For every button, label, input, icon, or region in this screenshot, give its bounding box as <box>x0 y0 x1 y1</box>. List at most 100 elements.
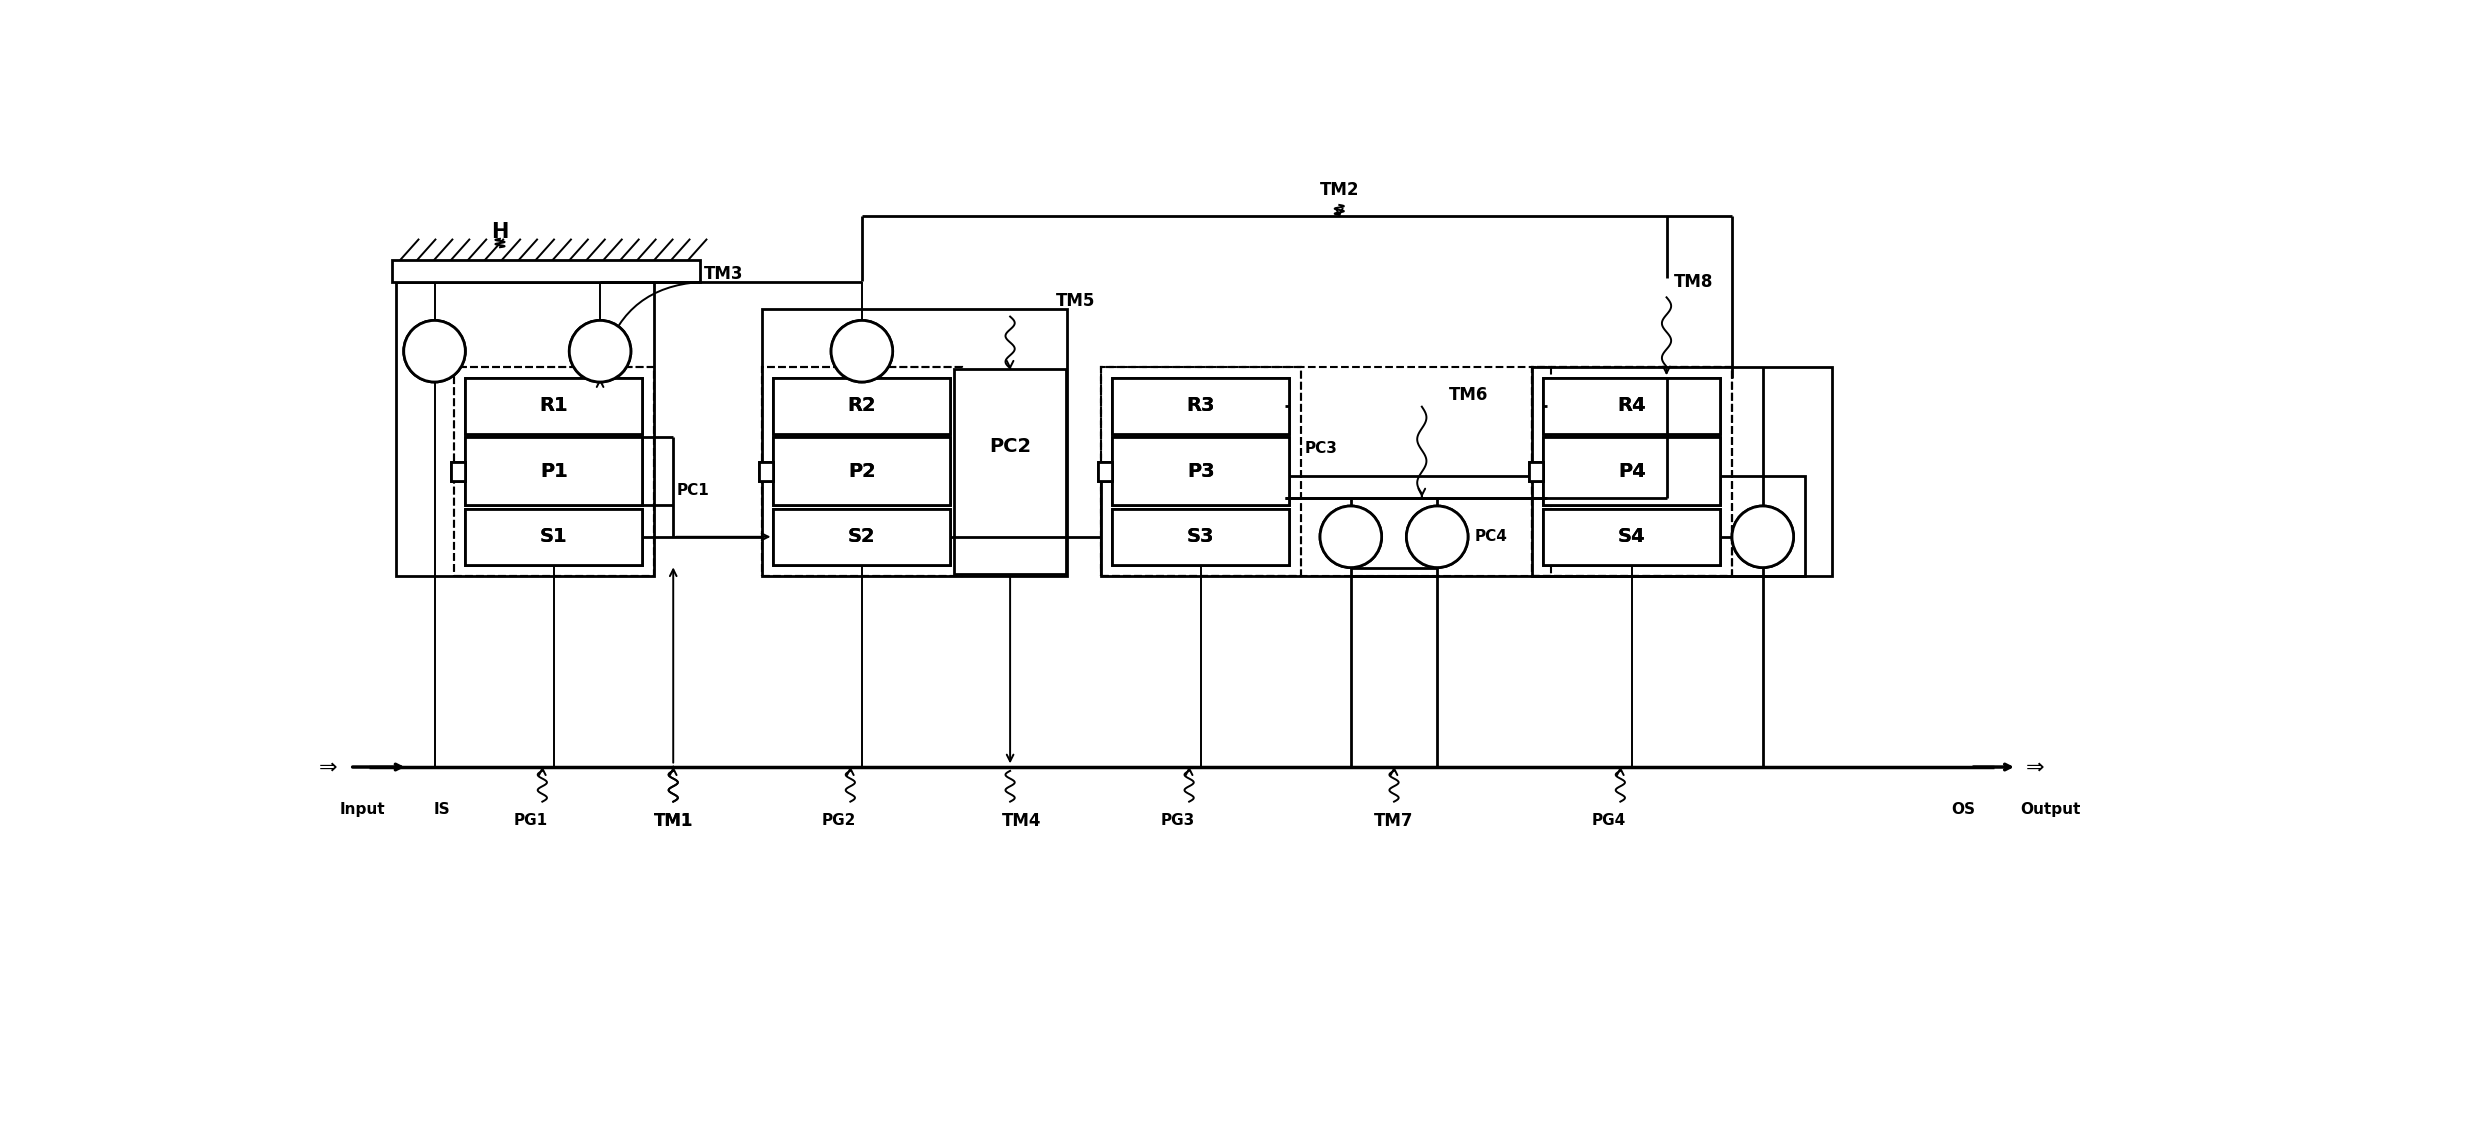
Text: P3: P3 <box>1187 462 1214 481</box>
Text: TM4: TM4 <box>1001 812 1041 830</box>
Bar <box>1112 378 1290 433</box>
Text: S3: S3 <box>1187 527 1214 546</box>
Text: $\Rightarrow$: $\Rightarrow$ <box>2020 757 2044 777</box>
Text: OS: OS <box>1950 802 1975 817</box>
Text: R4: R4 <box>1617 397 1646 415</box>
Text: C4: C4 <box>1426 528 1449 546</box>
Bar <box>1533 367 1832 576</box>
Text: PG1: PG1 <box>514 814 549 829</box>
Text: S1: S1 <box>539 527 569 546</box>
Text: C3: C3 <box>1340 528 1362 546</box>
Text: $\Rightarrow$: $\Rightarrow$ <box>314 757 339 777</box>
Bar <box>1530 462 1543 481</box>
Bar <box>774 509 949 565</box>
Text: C3: C3 <box>1340 528 1362 546</box>
Bar <box>465 438 643 505</box>
Text: S1: S1 <box>539 527 569 546</box>
Text: PG3: PG3 <box>1159 814 1194 829</box>
Bar <box>761 367 962 576</box>
Text: B2: B2 <box>588 342 613 360</box>
Bar <box>452 462 465 481</box>
Text: Output: Output <box>2020 802 2081 817</box>
Text: R3: R3 <box>1187 397 1214 415</box>
Bar <box>761 367 962 576</box>
Text: S2: S2 <box>848 527 875 546</box>
Text: PG4: PG4 <box>1592 814 1627 829</box>
Bar <box>1100 367 1300 576</box>
Text: PC1: PC1 <box>677 483 709 498</box>
Text: S2: S2 <box>848 527 875 546</box>
Circle shape <box>1320 506 1382 568</box>
Text: TM8: TM8 <box>1674 273 1713 291</box>
Text: PC3: PC3 <box>1305 441 1337 456</box>
Bar <box>465 509 643 565</box>
Text: P1: P1 <box>539 462 569 481</box>
Bar <box>759 462 774 481</box>
Text: TM3: TM3 <box>705 265 744 283</box>
Text: IS: IS <box>435 802 450 817</box>
Text: PC2: PC2 <box>989 438 1031 456</box>
Bar <box>1533 367 1733 576</box>
Bar <box>455 367 655 576</box>
Text: R1: R1 <box>539 397 569 415</box>
Text: PG2: PG2 <box>821 814 855 829</box>
Circle shape <box>831 320 892 382</box>
Bar <box>1543 509 1721 565</box>
Text: P3: P3 <box>1187 462 1214 481</box>
Bar <box>1112 438 1290 505</box>
Bar <box>1543 378 1721 433</box>
Text: C4: C4 <box>1426 528 1449 546</box>
Circle shape <box>1733 506 1795 568</box>
Text: TM6: TM6 <box>1449 386 1488 405</box>
Text: P1: P1 <box>539 462 569 481</box>
Text: P4: P4 <box>1619 462 1646 481</box>
Bar <box>1098 462 1112 481</box>
Bar <box>774 378 949 433</box>
Bar <box>1112 509 1290 565</box>
Bar <box>1543 438 1721 505</box>
Bar <box>759 462 774 481</box>
Circle shape <box>1320 506 1382 568</box>
Text: R2: R2 <box>848 397 875 415</box>
Bar <box>1543 378 1721 433</box>
Text: TM2: TM2 <box>1320 181 1360 199</box>
Bar <box>465 378 643 433</box>
Bar <box>761 309 1068 576</box>
Text: R3: R3 <box>1187 397 1214 415</box>
Bar <box>465 438 643 505</box>
Text: C2: C2 <box>850 342 873 360</box>
Bar <box>1533 367 1733 576</box>
Bar <box>774 438 949 505</box>
Bar <box>1543 438 1721 505</box>
Text: C2: C2 <box>850 342 873 360</box>
Bar <box>954 369 1065 574</box>
Text: P4: P4 <box>1619 462 1646 481</box>
Bar <box>465 378 643 433</box>
Bar <box>1098 462 1112 481</box>
Text: B1: B1 <box>423 342 447 360</box>
Text: P2: P2 <box>848 462 875 481</box>
Text: S3: S3 <box>1187 527 1214 546</box>
Bar <box>1543 509 1721 565</box>
Bar <box>396 282 655 576</box>
Text: Input: Input <box>339 802 386 817</box>
Bar <box>774 509 949 565</box>
Bar <box>774 378 949 433</box>
Text: R4: R4 <box>1617 397 1646 415</box>
Text: TM1: TM1 <box>653 812 692 830</box>
Text: C1: C1 <box>1750 528 1775 546</box>
Text: TM7: TM7 <box>1374 812 1414 830</box>
Bar <box>1530 462 1543 481</box>
Circle shape <box>403 320 465 382</box>
Text: H: H <box>492 222 509 242</box>
Circle shape <box>831 320 892 382</box>
Text: B1: B1 <box>423 342 447 360</box>
Bar <box>1112 438 1290 505</box>
Bar <box>1112 509 1290 565</box>
Text: S4: S4 <box>1619 527 1646 546</box>
Bar <box>465 509 643 565</box>
Circle shape <box>569 320 630 382</box>
Text: PC4: PC4 <box>1473 529 1508 544</box>
Bar <box>1100 367 1550 576</box>
Text: S4: S4 <box>1619 527 1646 546</box>
